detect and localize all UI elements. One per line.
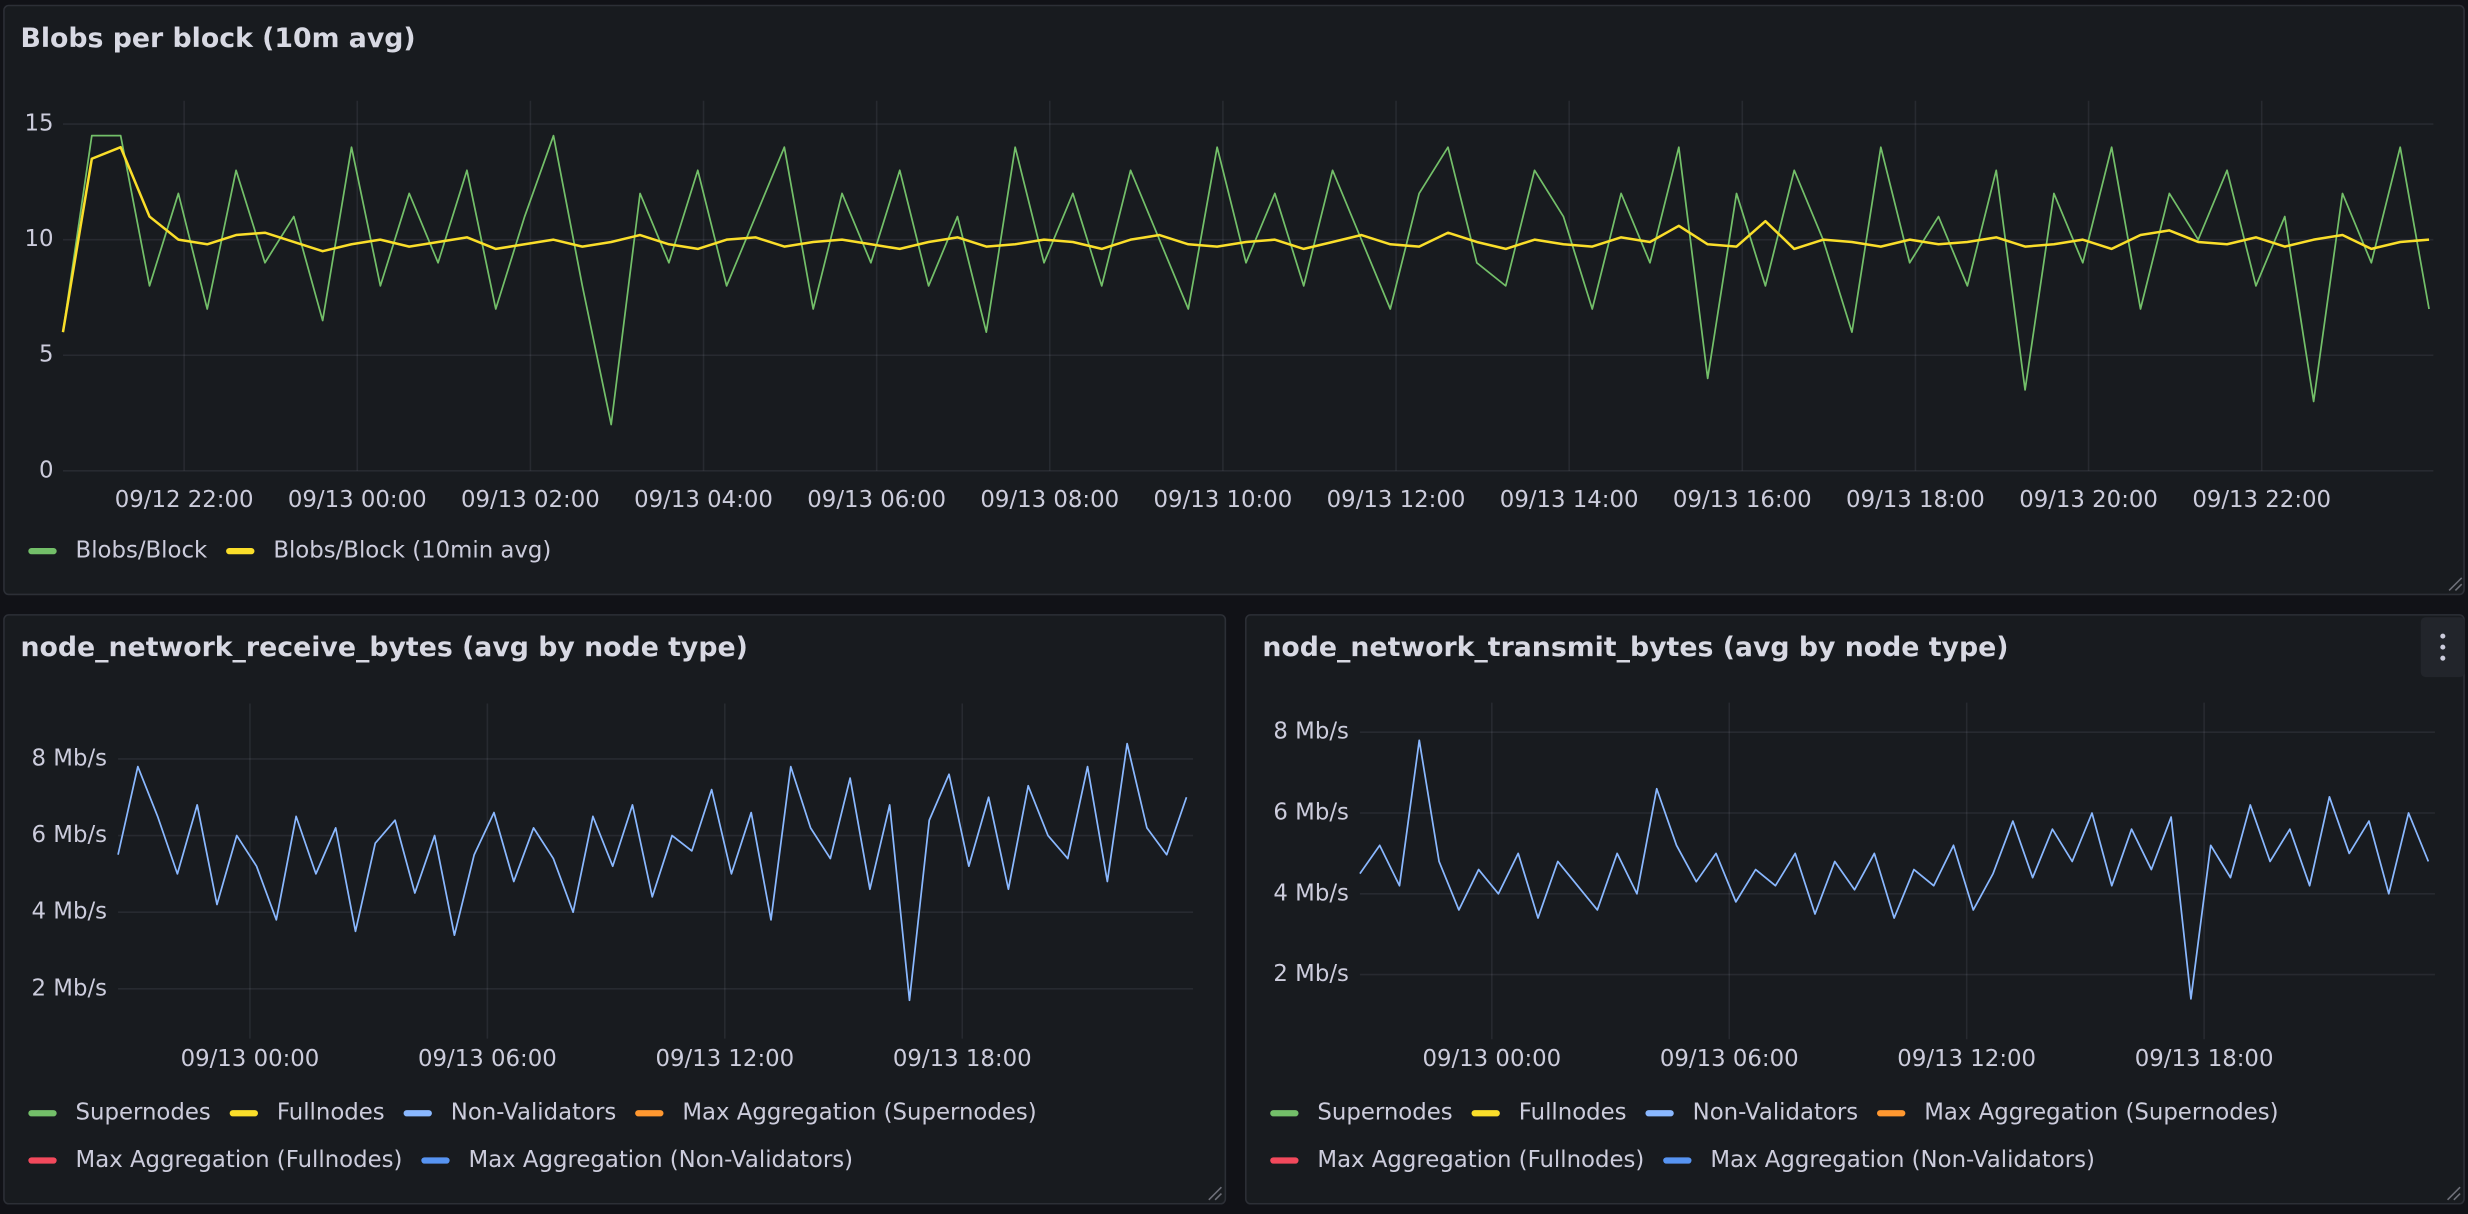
legend-item[interactable]: Max Aggregation (Supernodes) bbox=[638, 1100, 1036, 1126]
x-tick-label: 09/13 12:00 bbox=[1327, 487, 1466, 513]
x-tick-label: 09/13 08:00 bbox=[980, 487, 1119, 513]
panel-title: Blobs per block (10m avg) bbox=[20, 23, 415, 54]
y-tick-label: 6 Mb/s bbox=[32, 822, 107, 848]
panel-title: node_network_receive_bytes (avg by node … bbox=[20, 632, 747, 663]
y-tick-label: 10 bbox=[24, 226, 53, 252]
y-tick-label: 4 Mb/s bbox=[1273, 880, 1348, 906]
y-tick-label: 8 Mb/s bbox=[1273, 719, 1348, 745]
legend-label: Max Aggregation (Fullnodes) bbox=[76, 1147, 403, 1173]
y-tick-label: 6 Mb/s bbox=[1273, 800, 1348, 826]
legend-item[interactable]: Max Aggregation (Fullnodes) bbox=[1273, 1147, 1644, 1173]
legend-item[interactable]: Max Aggregation (Fullnodes) bbox=[31, 1147, 402, 1173]
x-tick-label: 09/13 16:00 bbox=[1673, 487, 1812, 513]
x-tick-label: 09/13 14:00 bbox=[1500, 487, 1639, 513]
x-tick-label: 09/13 18:00 bbox=[2135, 1046, 2274, 1072]
menu-dot bbox=[2440, 634, 2445, 639]
legend-label: Blobs/Block (10min avg) bbox=[273, 538, 551, 564]
legend-label: Max Aggregation (Supernodes) bbox=[682, 1100, 1036, 1126]
x-tick-label: 09/13 00:00 bbox=[1422, 1046, 1561, 1072]
y-tick-label: 2 Mb/s bbox=[32, 975, 107, 1001]
x-tick-label: 09/13 10:00 bbox=[1154, 487, 1293, 513]
x-tick-label: 09/13 06:00 bbox=[1660, 1046, 1799, 1072]
x-tick-label: 09/13 12:00 bbox=[1897, 1046, 2036, 1072]
legend-label: Non-Validators bbox=[1693, 1100, 1858, 1126]
legend-label: Max Aggregation (Non-Validators) bbox=[1710, 1147, 2095, 1173]
menu-dot bbox=[2440, 645, 2445, 650]
panel-menu[interactable] bbox=[2421, 617, 2465, 677]
legend-item[interactable]: Max Aggregation (Non-Validators) bbox=[1666, 1147, 2095, 1173]
y-tick-label: 2 Mb/s bbox=[1273, 961, 1348, 987]
legend-label: Max Aggregation (Fullnodes) bbox=[1317, 1147, 1644, 1173]
x-tick-label: 09/13 06:00 bbox=[418, 1046, 557, 1072]
x-tick-label: 09/12 22:00 bbox=[115, 487, 254, 513]
legend-label: Supernodes bbox=[1317, 1100, 1452, 1126]
legend-item[interactable]: Blobs/Block (10min avg) bbox=[229, 538, 551, 564]
y-tick-label: 8 Mb/s bbox=[32, 745, 107, 771]
legend-item[interactable]: Max Aggregation (Non-Validators) bbox=[424, 1147, 853, 1173]
x-tick-label: 09/13 00:00 bbox=[181, 1046, 320, 1072]
y-tick-label: 4 Mb/s bbox=[32, 899, 107, 925]
x-tick-label: 09/13 22:00 bbox=[2192, 487, 2331, 513]
legend-label: Supernodes bbox=[76, 1100, 211, 1126]
legend-label: Fullnodes bbox=[277, 1100, 385, 1126]
legend-label: Fullnodes bbox=[1519, 1100, 1627, 1126]
x-tick-label: 09/13 02:00 bbox=[461, 487, 600, 513]
panel-title: node_network_transmit_bytes (avg by node… bbox=[1262, 632, 2008, 663]
x-tick-label: 09/13 12:00 bbox=[655, 1046, 794, 1072]
y-tick-label: 0 bbox=[39, 457, 54, 483]
x-tick-label: 09/13 04:00 bbox=[634, 487, 773, 513]
legend-label: Non-Validators bbox=[451, 1100, 616, 1126]
y-tick-label: 15 bbox=[24, 111, 53, 137]
x-tick-label: 09/13 18:00 bbox=[893, 1046, 1032, 1072]
legend-label: Max Aggregation (Supernodes) bbox=[1924, 1100, 2278, 1126]
x-tick-label: 09/13 06:00 bbox=[807, 487, 946, 513]
y-tick-label: 5 bbox=[39, 342, 54, 368]
menu-dot bbox=[2440, 656, 2445, 661]
legend-label: Max Aggregation (Non-Validators) bbox=[469, 1147, 854, 1173]
x-tick-label: 09/13 20:00 bbox=[2019, 487, 2158, 513]
x-tick-label: 09/13 18:00 bbox=[1846, 487, 1985, 513]
legend-item[interactable]: Max Aggregation (Supernodes) bbox=[1880, 1100, 2278, 1126]
x-tick-label: 09/13 00:00 bbox=[288, 487, 427, 513]
legend-label: Blobs/Block bbox=[76, 538, 208, 564]
